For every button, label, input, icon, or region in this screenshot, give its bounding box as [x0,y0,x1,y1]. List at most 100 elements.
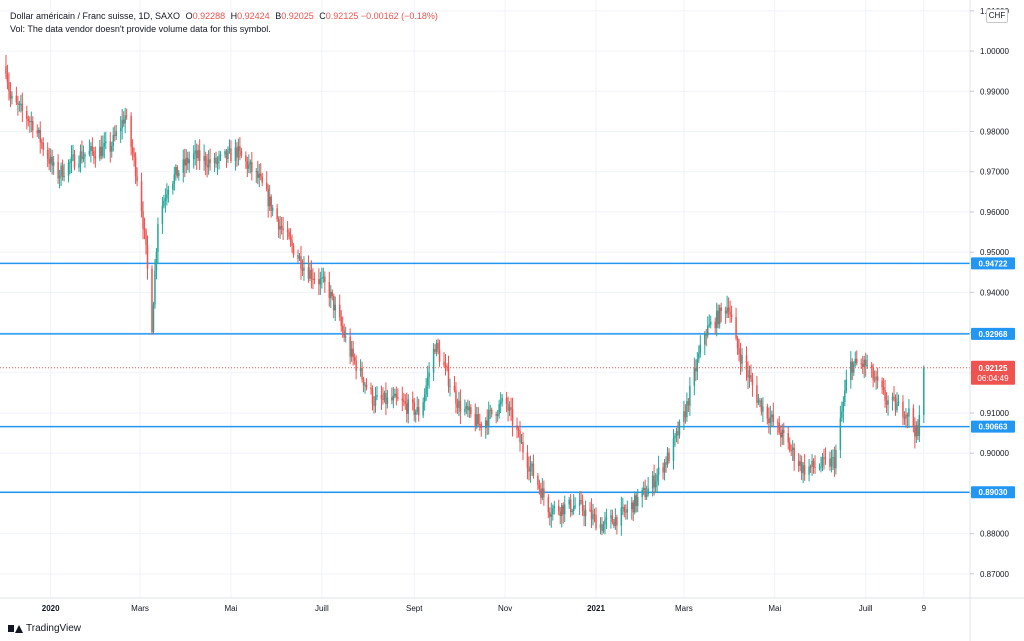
candle-body [17,102,19,105]
candle-body [841,411,843,418]
candle-body [799,461,801,466]
candle-body [42,142,44,150]
candle-body [538,484,541,489]
candle-body [908,408,910,417]
candle-body [592,514,594,520]
tradingview-branding[interactable]: TradingView [8,623,81,634]
candle-body [495,414,497,417]
candle-body [94,156,97,159]
candle-body [708,324,710,326]
candle-body [321,277,323,279]
candle-body [724,310,727,314]
candle-body [370,387,372,390]
candle-body [696,359,699,372]
candle-body [428,372,430,377]
candle-body [446,365,448,368]
candle-body [912,408,915,427]
candle-body [474,413,477,426]
candle-body [136,176,138,182]
candle-body [145,230,147,245]
candle-body [465,405,468,409]
candle-body [112,134,114,147]
candle-body [698,353,700,360]
candle-body [757,400,760,403]
candle-body [401,398,404,401]
candle-body [636,497,639,507]
candle-body [464,408,466,412]
candle-body [851,361,854,373]
candle-body [82,156,85,160]
candle-body [432,349,435,373]
price-tick-label: 0.95000 [980,248,1009,257]
candle-body [39,129,41,143]
candle-body [292,245,295,256]
candle-body [355,360,357,371]
candle-body [251,161,253,172]
candle-body [46,149,49,159]
currency-badge[interactable]: CHF [986,9,1008,23]
candle-body [572,505,575,512]
candle-body [328,282,331,299]
candle-body [282,228,284,231]
candle-body [157,224,159,253]
close-label: C [319,11,326,21]
candle-body [255,171,258,173]
candle-body [455,390,457,404]
candle-body [467,405,469,411]
candle-body [249,161,252,165]
candle-body [480,424,483,429]
candle-body [645,494,648,498]
candle-body [777,422,779,424]
candle-body [391,397,393,401]
candle-body [72,154,74,157]
candle-body [248,164,250,169]
candle-body [756,385,758,403]
candle-body [18,104,21,106]
price-tick-label: 0.90000 [980,449,1009,458]
candle-body [829,458,831,467]
candle-body [537,475,539,485]
candle-body [814,466,816,468]
candle-body [529,466,532,472]
price-tick-label: 0.99000 [980,87,1009,96]
candle-body [602,524,605,532]
candle-body [811,460,813,467]
candle-body [115,131,117,136]
candle-body [850,361,852,380]
candle-body [70,156,73,163]
candle-body [444,365,447,367]
candle-body [747,370,749,378]
candle-body [312,278,314,280]
candle-body [246,161,249,169]
candle-body [683,411,685,422]
candle-body [824,458,827,460]
candle-body [772,414,775,423]
candle-body [382,398,384,400]
candle-body [809,466,812,468]
candle-body [780,432,782,438]
candle-body [352,348,354,358]
candle-body [237,146,240,158]
price-tick-label: 0.94000 [980,288,1009,297]
candle-body [790,450,792,452]
candle-body [260,173,262,177]
candle-body [550,514,553,517]
symbol-title[interactable]: Dollar américain / Franc suisse, 1D, SAX… [10,11,181,21]
high-label: H [230,11,238,21]
candle-body [425,385,427,395]
candle-body [866,365,868,367]
horizontal-line-price-label-bg [971,420,1015,433]
current-price-label-bg [971,360,1015,385]
candle-body [748,375,751,378]
candle-body [81,151,83,160]
candle-body [406,403,408,414]
candle-body [176,167,179,177]
candle-body [662,467,664,473]
candle-body [21,103,24,111]
candle-body [599,524,602,529]
candle-body [60,165,62,176]
candle-body [715,310,718,328]
candle-body [583,511,585,517]
candle-body [175,167,177,175]
